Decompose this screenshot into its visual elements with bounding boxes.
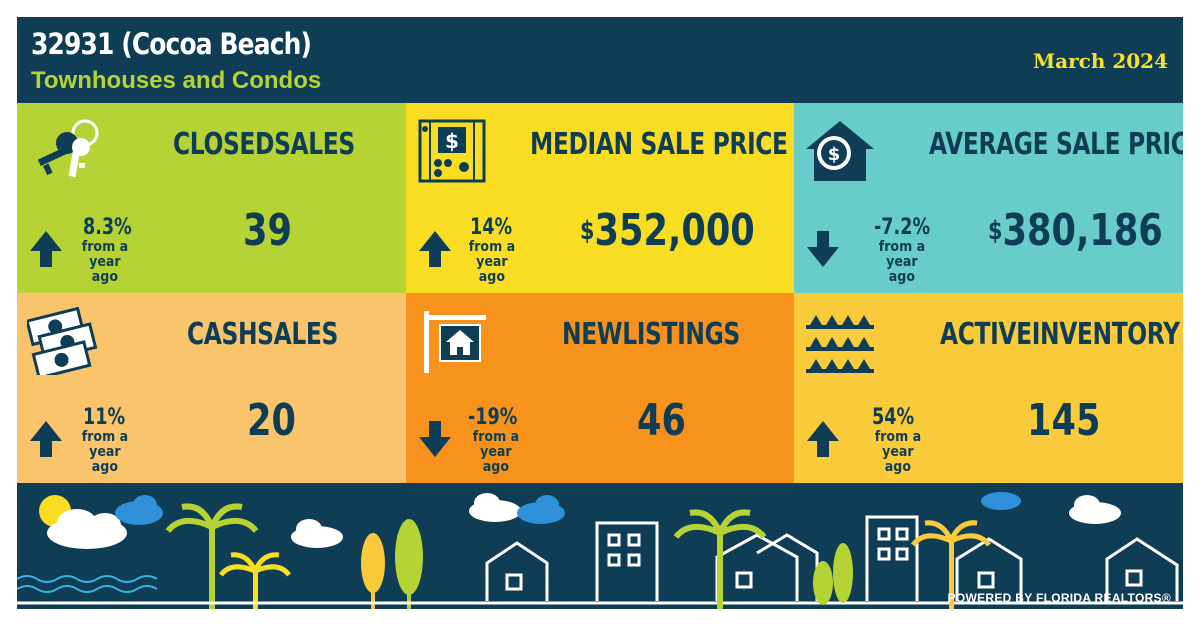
change-percent: 54% <box>872 405 915 430</box>
metric-value: 39 <box>243 205 292 256</box>
change-note: from a year ago <box>81 429 129 475</box>
metric-label: ACTIVEINVENTORY <box>940 317 1180 352</box>
change-percent: -7.2% <box>874 215 931 240</box>
tree-icon <box>395 519 423 595</box>
tile-closed-sales: CLOSEDSALES 39 8.3% from a year ago <box>17 103 406 293</box>
metric-value: 46 <box>637 395 686 446</box>
cash-icon <box>27 307 98 375</box>
infographic-frame: 32931 (Cocoa Beach) Townhouses and Condo… <box>17 17 1183 609</box>
palm-tree-icon <box>218 552 292 609</box>
palm-tree-icon <box>673 509 767 609</box>
cloud-icon <box>291 519 343 548</box>
abacus-icon: $ <box>418 119 486 183</box>
change-percent: 8.3% <box>83 215 132 240</box>
metric-label: CLOSEDSALES <box>173 127 355 162</box>
waves-icon <box>17 575 158 593</box>
page-title: 32931 (Cocoa Beach) <box>31 27 312 61</box>
tile-active-inventory: ACTIVEINVENTORY 145 54% from a year ago <box>794 293 1183 483</box>
arrow-up-icon <box>807 421 839 457</box>
metric-label: CASHSALES <box>187 317 338 352</box>
tree-icon <box>361 533 385 593</box>
cloud-icon <box>981 492 1021 510</box>
tree-icon <box>813 561 833 605</box>
arrow-up-icon <box>30 421 62 457</box>
metric-label: NEWLISTINGS <box>562 317 740 352</box>
metric-value: $380,186 <box>988 205 1163 256</box>
arrow-up-icon <box>419 231 451 267</box>
powered-by-credit: POWERED BY FLORIDA REALTORS® <box>947 591 1171 605</box>
metric-label: MEDIAN SALE PRICE <box>530 127 788 162</box>
svg-text:$: $ <box>828 144 841 165</box>
page-subtitle: Townhouses and Condos <box>31 67 322 94</box>
tree-icon <box>833 543 853 603</box>
beach-town-illustration <box>17 492 1183 609</box>
metric-label: AVERAGE SALE PRICE <box>929 127 1183 162</box>
change-note: from a year ago <box>878 239 926 285</box>
cloud-icon <box>47 509 127 549</box>
svg-text:$: $ <box>445 129 459 153</box>
metric-value: $352,000 <box>580 205 755 256</box>
change-percent: -19% <box>468 405 518 430</box>
for-sale-sign-icon <box>424 311 486 373</box>
arrow-down-icon <box>807 231 839 267</box>
metric-value: 145 <box>1027 395 1101 446</box>
tile-new-listings: NEWLISTINGS 46 -19% from a year ago <box>406 293 794 483</box>
cloud-icon <box>517 495 565 524</box>
change-percent: 11% <box>83 405 126 430</box>
tile-cash-sales: CASHSALES 20 11% from a year ago <box>17 293 406 483</box>
report-month: March 2024 <box>1033 49 1168 73</box>
change-note: from a year ago <box>81 239 129 285</box>
keys-icon <box>37 119 99 178</box>
tile-average-sale-price: $ AVERAGE SALE PRICE $380,186 -7.2% from… <box>794 103 1183 293</box>
houses-grid-icon <box>806 315 874 373</box>
cloud-icon <box>469 493 521 522</box>
house-dollar-icon: $ <box>806 121 874 181</box>
palm-tree-icon <box>165 503 259 609</box>
arrow-up-icon <box>30 231 62 267</box>
cloud-icon <box>115 495 163 525</box>
header: 32931 (Cocoa Beach) Townhouses and Condo… <box>17 17 1183 103</box>
change-note: from a year ago <box>468 239 516 285</box>
palm-tree-icon <box>911 520 991 609</box>
metric-value: 20 <box>247 395 296 446</box>
change-note: from a year ago <box>472 429 520 475</box>
change-percent: 14% <box>470 215 513 240</box>
cloud-icon <box>1069 495 1121 524</box>
change-note: from a year ago <box>874 429 922 475</box>
arrow-down-icon <box>419 421 451 457</box>
